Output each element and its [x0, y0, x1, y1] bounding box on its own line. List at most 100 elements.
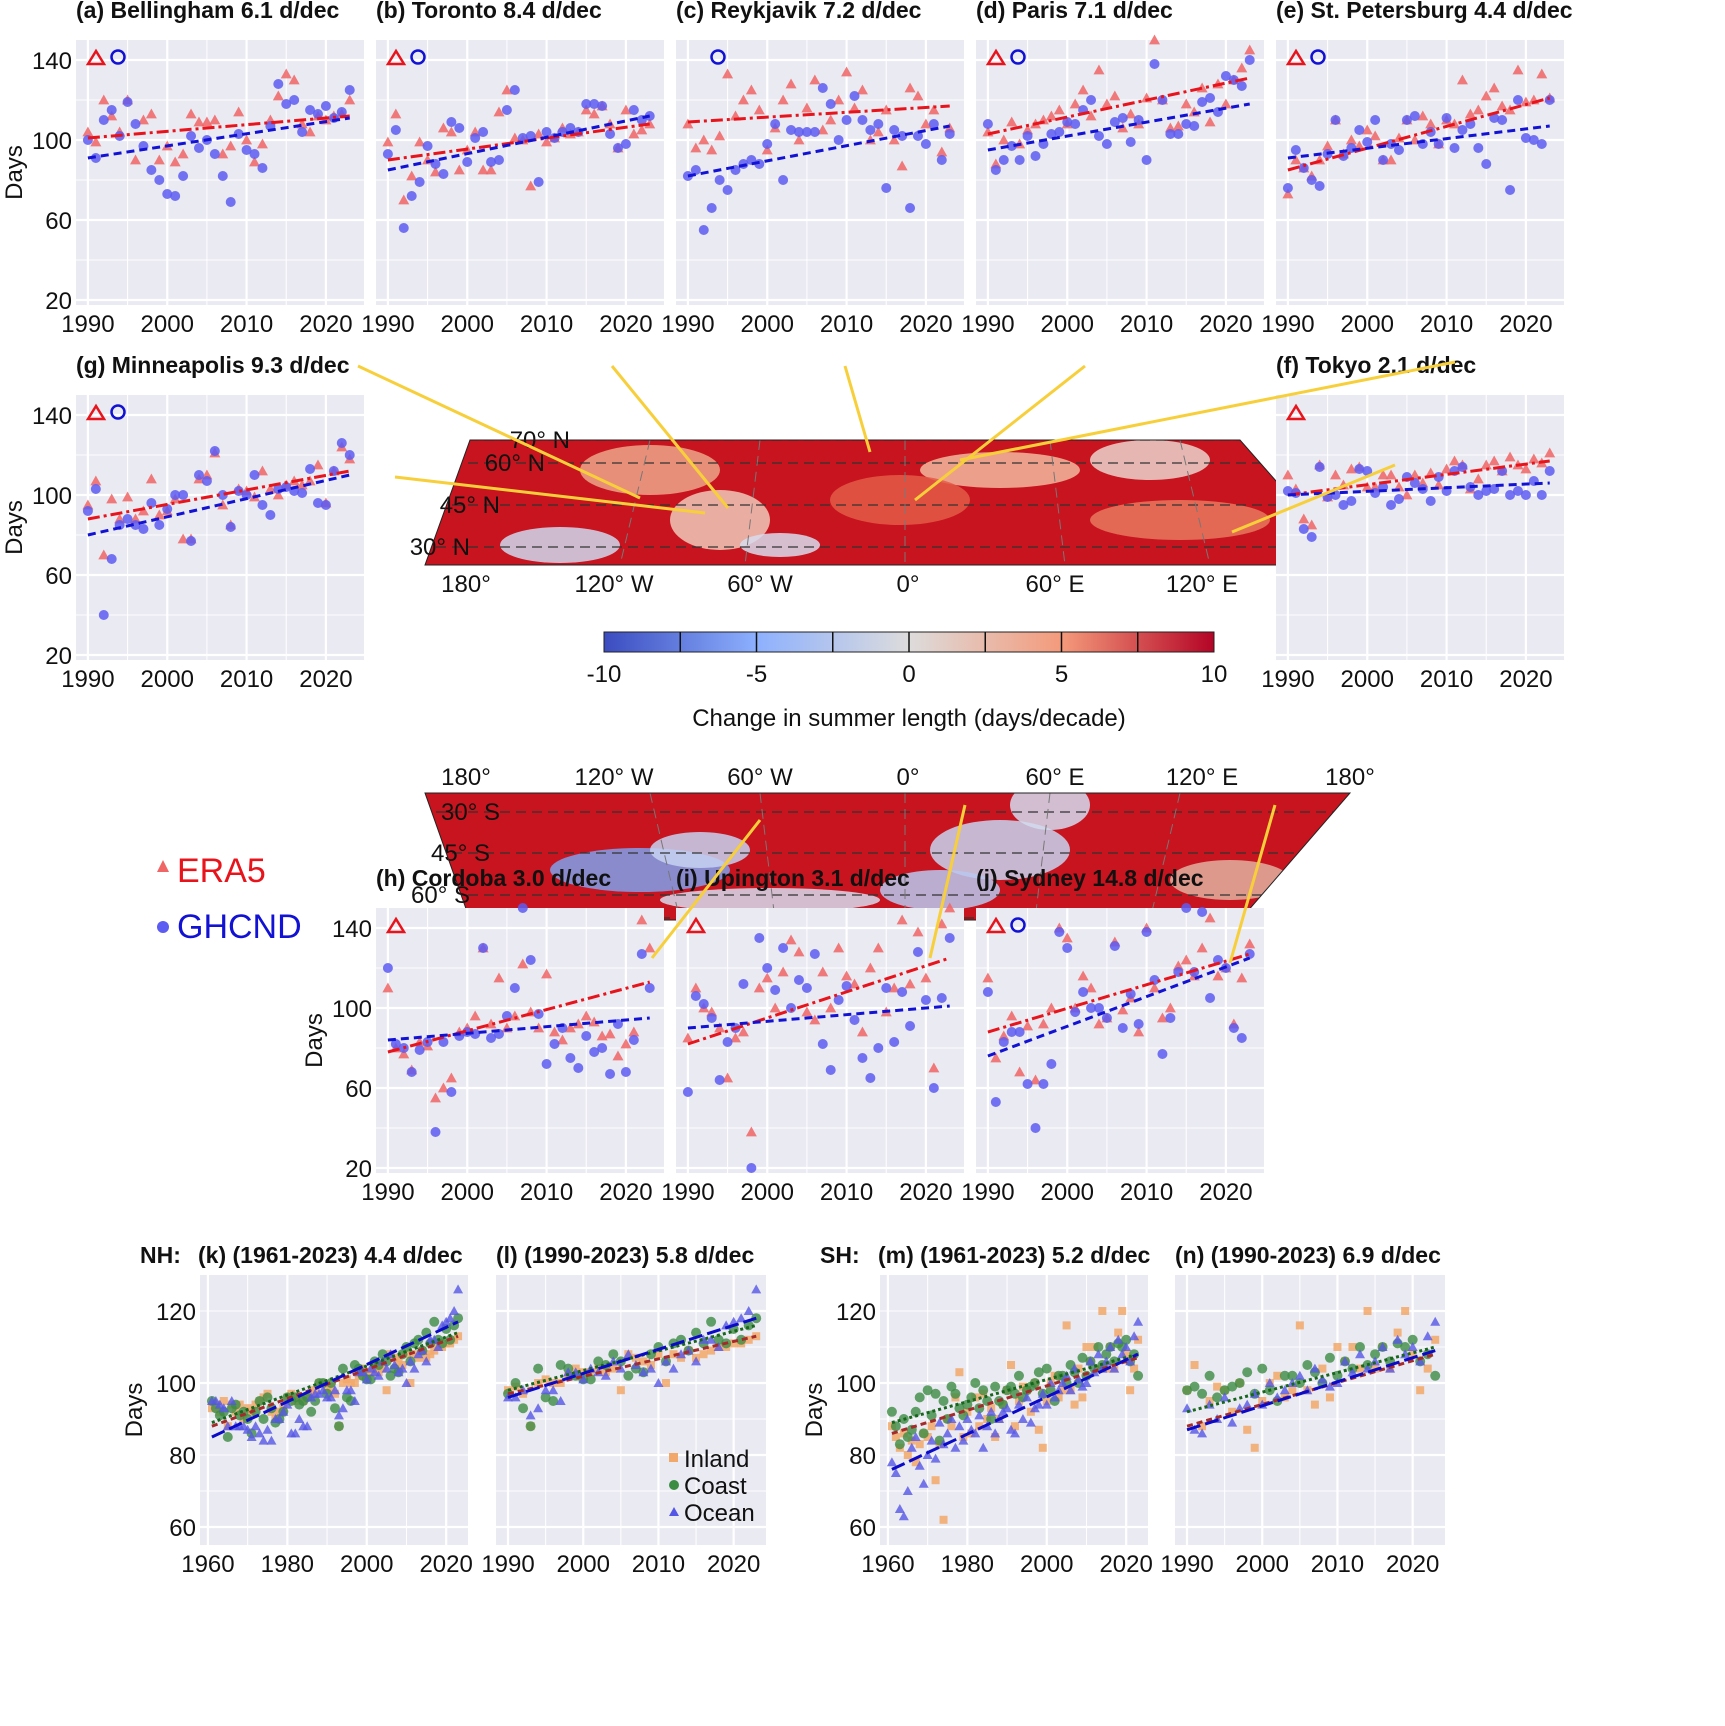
plot-area	[376, 40, 664, 305]
era5-point	[856, 84, 868, 95]
ocean-point	[713, 1342, 724, 1351]
era5-point	[1504, 451, 1516, 462]
ghcnd-point	[722, 1037, 733, 1047]
ghcnd-point	[146, 498, 157, 508]
ocean-point	[1033, 1399, 1044, 1409]
ghcnd-point	[1512, 95, 1523, 105]
ghcnd-point	[186, 536, 197, 546]
inland-point	[1333, 1343, 1342, 1351]
era5-point	[793, 134, 805, 145]
ocean-point	[902, 1486, 913, 1495]
ghcnd-point	[857, 1053, 868, 1063]
ocean-point	[329, 1385, 340, 1395]
era5-point	[437, 1082, 449, 1093]
era5-point	[1353, 140, 1365, 151]
y-tick-label: 60	[169, 1515, 196, 1542]
era5-point	[169, 156, 181, 167]
x-tick-label: 1990	[481, 1551, 534, 1578]
coast-point	[910, 1406, 921, 1417]
era5-point	[761, 972, 773, 983]
ghcnd-point	[446, 1087, 457, 1097]
x-tick-label: 2000	[1341, 311, 1394, 338]
ocean-point	[1105, 1342, 1116, 1351]
ocean-point	[242, 1424, 253, 1434]
inland-point	[1074, 1364, 1083, 1373]
coast-point	[623, 1370, 634, 1381]
ocean-point	[282, 1399, 293, 1409]
coast-point	[429, 1316, 440, 1327]
era5-point	[177, 148, 189, 159]
inland-point	[1114, 1328, 1123, 1337]
ghcnd-point	[1505, 185, 1516, 195]
ghcnd-point	[241, 145, 252, 155]
ghcnd-point	[462, 157, 473, 167]
map-anomaly-patch	[1090, 500, 1270, 540]
ghcnd-point	[509, 983, 520, 993]
era5-point	[1528, 453, 1540, 464]
ghcnd-point	[1449, 143, 1460, 153]
ghcnd-point	[1314, 181, 1325, 191]
longitude-label: 180°	[1325, 764, 1375, 791]
ocean-point	[1057, 1378, 1068, 1387]
ghcnd-point	[1109, 117, 1120, 127]
ghcnd-point	[944, 129, 955, 139]
era5-point	[106, 493, 118, 504]
ghcnd-point	[573, 1063, 584, 1073]
ghcnd-point	[1197, 97, 1208, 107]
ghcnd-point	[1070, 119, 1081, 129]
ocean-point	[910, 1432, 921, 1441]
era5-point	[1006, 116, 1018, 127]
ghcnd-point	[612, 143, 623, 153]
ghcnd-point	[1330, 115, 1341, 125]
era5-point	[1401, 489, 1413, 500]
era5-point	[177, 533, 189, 544]
era5-indicator-icon	[985, 48, 1007, 66]
ghcnd-point	[1393, 145, 1404, 155]
era5-point	[1101, 98, 1113, 109]
latitude-label: 60° N	[485, 450, 545, 477]
era5-point	[98, 94, 110, 105]
ghcnd-point	[889, 125, 900, 135]
ghcnd-point	[698, 999, 709, 1009]
coast-point	[333, 1421, 344, 1432]
ocean-point	[958, 1435, 969, 1445]
ocean-point	[1317, 1374, 1328, 1384]
x-tick-label: 2010	[632, 1551, 685, 1578]
ghcnd-point	[1173, 129, 1184, 139]
era5-point	[525, 180, 537, 191]
era5-point	[928, 1062, 940, 1073]
inland-point	[1058, 1386, 1067, 1395]
x-tick-label: 2020	[1386, 1551, 1439, 1578]
x-tick-label: 2000	[1041, 1179, 1094, 1206]
inland-point	[1010, 1422, 1019, 1431]
ocean-point	[294, 1414, 305, 1423]
ghcnd-point	[1141, 155, 1152, 165]
era5-point	[406, 170, 418, 181]
ghcnd-point	[620, 139, 631, 149]
era5-point	[920, 972, 932, 983]
coast-point	[608, 1349, 619, 1360]
y-tick-label: 140	[32, 403, 72, 430]
era5-point	[714, 1022, 726, 1033]
x-tick-label: 1980	[941, 1551, 994, 1578]
longitude-line	[649, 793, 681, 920]
era5-trend-line	[987, 76, 1251, 136]
x-tick-label: 2010	[820, 311, 873, 338]
ghcnd-point	[1078, 987, 1089, 997]
hemisphere-label: NH:	[140, 1242, 181, 1268]
inland-point	[1250, 1443, 1259, 1452]
era5-point	[1244, 938, 1256, 949]
ghcnd-point	[849, 91, 860, 101]
ghcnd-point	[1497, 115, 1508, 125]
inland-point	[1070, 1400, 1079, 1409]
coast-point	[1033, 1367, 1044, 1378]
inland-point	[1416, 1386, 1425, 1395]
ocean-point	[1392, 1334, 1403, 1344]
inland-point	[947, 1422, 956, 1431]
ocean-point	[333, 1410, 344, 1420]
ghcnd-point	[130, 520, 141, 530]
ghcnd-point	[1093, 131, 1104, 141]
inland-point	[729, 1339, 738, 1348]
inland-point	[707, 1346, 716, 1355]
